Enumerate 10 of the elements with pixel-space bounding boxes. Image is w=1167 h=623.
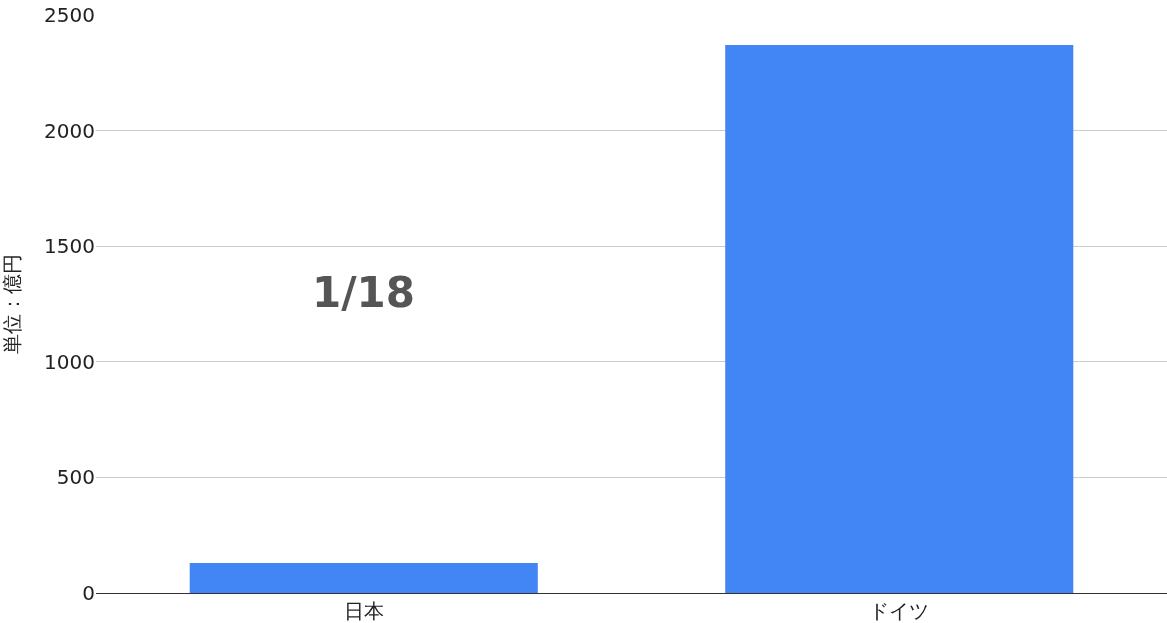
y-tick-label: 0 [82,581,95,605]
y-tick-label: 2000 [44,118,95,143]
y-axis-title: 単位：億円 [0,254,24,354]
y-tick-label: 500 [56,465,95,490]
y-tick-label: 2500 [44,3,95,27]
y-tick-label: 1500 [44,234,95,259]
x-tick-label: ドイツ [869,599,930,623]
x-tick-label: 日本 [343,599,384,623]
annotation: 1/18 [312,268,416,317]
y-tick-label: 1000 [44,349,95,374]
